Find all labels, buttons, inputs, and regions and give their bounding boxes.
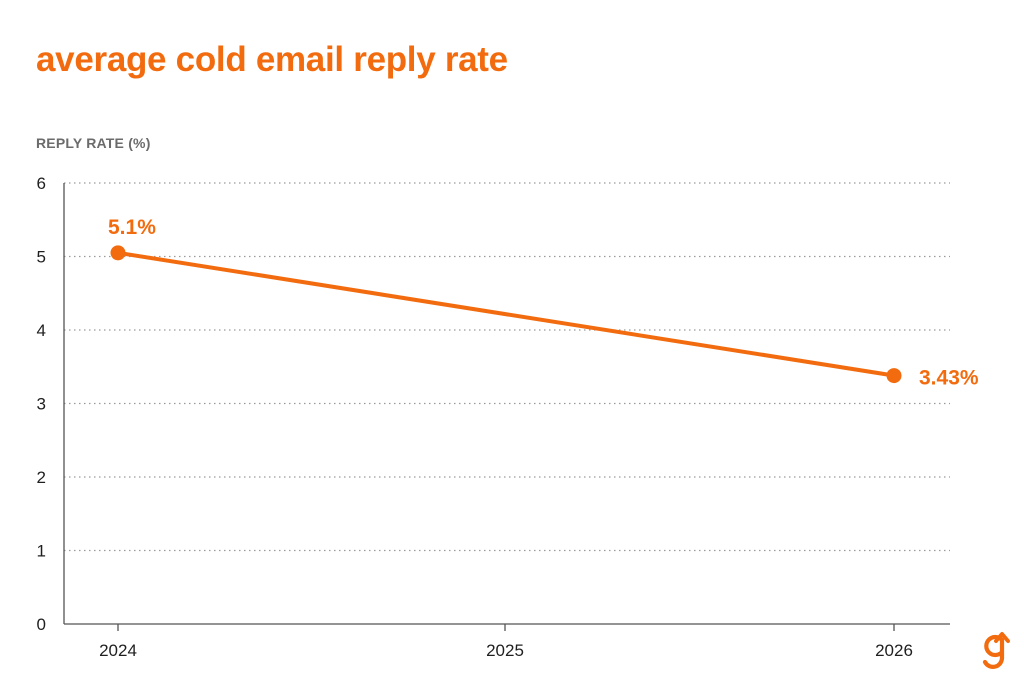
data-point-2024 xyxy=(110,245,126,261)
y-tick-label: 1 xyxy=(37,542,46,561)
g-arrow-logo-icon xyxy=(982,632,1010,669)
series-line xyxy=(116,250,896,378)
y-tick-label: 6 xyxy=(37,174,46,193)
y-tick-label: 4 xyxy=(37,321,46,340)
x-tick-label: 2024 xyxy=(99,641,137,660)
chart-title: average cold email reply rate xyxy=(36,40,508,79)
x-tick-label: 2026 xyxy=(875,641,913,660)
y-tick-label: 3 xyxy=(37,395,46,414)
y-tick-label: 0 xyxy=(37,615,46,634)
data-point-2026 xyxy=(886,368,902,384)
x-tick-label: 2025 xyxy=(486,641,524,660)
y-tick-label: 2 xyxy=(37,468,46,487)
data-label-2024: 5.1% xyxy=(108,216,156,239)
y-tick-label: 5 xyxy=(37,248,46,267)
y-axis-label: REPLY RATE (%) xyxy=(36,135,151,151)
data-label-2026: 3.43% xyxy=(919,367,979,390)
